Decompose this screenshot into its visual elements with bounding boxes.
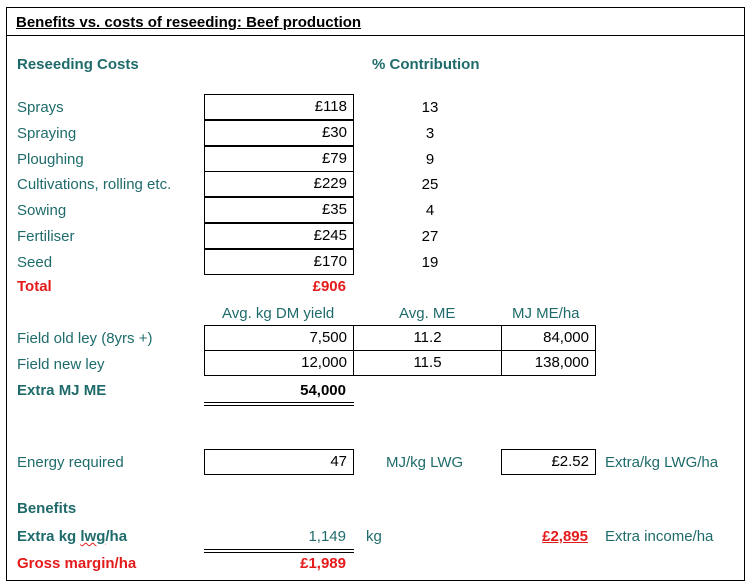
- yield-header-dm: Avg. kg DM yield: [222, 305, 335, 322]
- cost-row-value: £30: [204, 119, 354, 146]
- cost-row-label: Spraying: [17, 124, 77, 142]
- yield-row-label-new: Field new ley: [17, 356, 105, 373]
- sheet-bottom-border: [6, 580, 745, 581]
- cost-row-label: Cultivations, rolling etc.: [17, 176, 172, 194]
- cost-row-label: Ploughing: [17, 150, 84, 168]
- cost-row-label: Seed: [17, 253, 53, 271]
- total-value: £906: [312, 278, 346, 295]
- cost-row-contribution: 19: [421, 253, 439, 271]
- gross-underline-top: [204, 549, 354, 550]
- gross-underline-bottom: [204, 552, 354, 553]
- page-title: Benefits vs. costs of reseeding: Beef pr…: [16, 14, 362, 31]
- cost-row-contribution: 27: [421, 228, 439, 245]
- income-label: Extra income/ha: [605, 528, 714, 545]
- cost-row-contribution: 3: [425, 124, 435, 142]
- benefits-heading: Benefits: [17, 500, 77, 517]
- yield-new-me: 11.5: [353, 350, 502, 376]
- extra-kg-unit: kg: [366, 528, 382, 545]
- yield-new-mjha: 138,000: [501, 350, 596, 376]
- gross-margin-value: £1,989: [300, 555, 346, 572]
- double-underline-bottom: [204, 405, 354, 406]
- energy-value: 47: [204, 449, 354, 475]
- energy-label: Energy required: [17, 454, 124, 471]
- cost-row-value: £245: [204, 223, 354, 249]
- yield-header-mjha: MJ ME/ha: [512, 305, 580, 322]
- energy-cost-value: £2.52: [501, 449, 596, 475]
- contribution-heading: % Contribution: [372, 56, 480, 73]
- costs-heading: Reseeding Costs: [17, 56, 139, 73]
- yield-header-me: Avg. ME: [399, 305, 456, 322]
- cost-row-contribution: 4: [425, 202, 435, 220]
- yield-old-mjha: 84,000: [501, 325, 596, 351]
- gross-margin-label: Gross margin/ha: [17, 555, 137, 572]
- cost-row-contribution: 13: [421, 99, 439, 116]
- cost-row-value: £229: [204, 171, 354, 198]
- title-divider: [6, 35, 745, 36]
- yield-new-dm: 12,000: [204, 350, 354, 376]
- income-value: £2,895: [542, 528, 588, 545]
- energy-unit: MJ/kg LWG: [386, 454, 464, 471]
- cost-row-value: £35: [204, 197, 354, 224]
- energy-cost-unit: Extra/kg LWG/ha: [605, 454, 719, 471]
- cost-row-label: Fertiliser: [17, 228, 75, 245]
- cost-row-value: £118: [204, 94, 354, 120]
- cost-row-contribution: 9: [425, 150, 435, 168]
- extra-mj-label: Extra MJ ME: [17, 382, 107, 399]
- yield-row-label-old: Field old ley (8yrs +): [17, 330, 153, 347]
- yield-old-dm: 7,500: [204, 325, 354, 351]
- cost-row-contribution: 25: [421, 176, 439, 194]
- yield-old-me: 11.2: [353, 325, 502, 351]
- cost-row-value: £170: [204, 248, 354, 275]
- sheet-frame: [6, 7, 745, 581]
- extra-kg-value: 1,149: [308, 528, 346, 545]
- total-label: Total: [17, 278, 52, 295]
- cost-row-label: Sowing: [17, 202, 67, 220]
- extra-kg-label: Extra kg lwg/ha: [17, 528, 128, 545]
- cost-row-value: £79: [204, 145, 354, 172]
- cost-row-label: Sprays: [17, 99, 64, 116]
- double-underline-top: [204, 402, 354, 403]
- extra-mj-value: 54,000: [300, 382, 346, 399]
